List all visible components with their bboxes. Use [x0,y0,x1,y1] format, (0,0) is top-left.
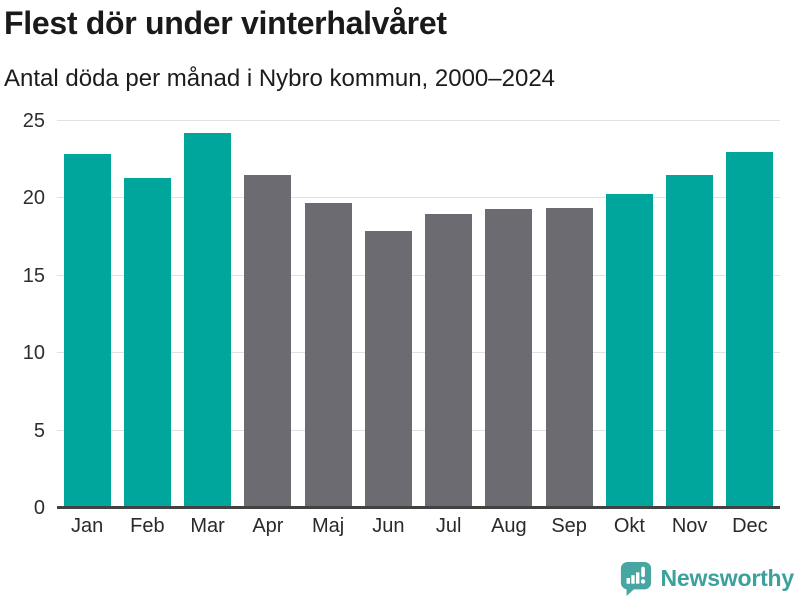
x-tick-label-feb: Feb [130,515,165,537]
y-axis-labels: 0 5 10 15 20 25 [0,111,45,518]
x-axis-line [57,506,780,509]
bar-slot-aug [479,121,539,508]
y-tick-label-10: 10 [22,342,45,365]
bar-slot-feb [117,121,177,508]
plot-area [57,120,780,509]
bar-slot-nov [660,121,720,508]
x-tick-label-nov: Nov [671,515,708,537]
x-tick-label-mar: Mar [190,515,225,537]
bar-feb [123,178,171,508]
bar-series [57,121,780,508]
x-tick-label-aug: Aug [491,515,527,537]
bar-jan [63,153,111,508]
x-axis-labels: Jan Feb Mar Apr Maj Jun Jul Aug Sep Okt Nov Dec [57,515,780,538]
x-tick-label-maj: Maj [312,515,345,537]
bar-slot-dec [720,121,780,508]
bar-slot-jun [358,121,418,508]
bar-slot-okt [599,121,659,508]
bar-mar [184,133,232,508]
x-tick-label-sep: Sep [551,515,587,537]
y-tick-label-20: 20 [22,187,45,210]
gridline-15 [57,274,780,276]
bar-jul [425,213,473,508]
bar-slot-maj [298,121,358,508]
x-tick-label-apr: Apr [252,515,284,537]
bar-slot-jul [419,121,479,508]
gridline-5 [57,429,780,431]
chart-title: Flest dör under vinterhalvåret [4,5,447,41]
gridline-10 [57,352,780,354]
bar-aug [485,209,533,508]
bar-dec [726,151,774,508]
bar-jun [364,230,412,508]
bar-apr [244,175,292,508]
bar-nov [666,175,714,508]
bar-maj [304,203,352,508]
newsworthy-logo: Newsworthy [619,560,794,597]
newsworthy-logo-icon [620,561,651,596]
newsworthy-logo-text: Newsworthy [660,565,795,591]
y-tick-label-15: 15 [22,264,45,287]
chart-subtitle: Antal döda per månad i Nybro kommun, 200… [4,65,556,92]
bar-slot-jan [57,121,117,508]
x-tick-label-jun: Jun [372,515,405,537]
x-tick-label-dec: Dec [732,515,768,537]
bar-okt [605,193,653,508]
x-tick-label-jan: Jan [71,515,104,537]
x-tick-label-jul: Jul [435,515,462,537]
y-tick-label-0: 0 [33,497,45,519]
y-tick-label-5: 5 [33,419,45,442]
y-tick-label-25: 25 [22,110,45,132]
x-tick-label-okt: Okt [613,515,645,537]
bar-slot-sep [539,121,599,508]
gridline-25 [57,120,780,121]
bar-slot-apr [238,121,298,508]
bar-slot-mar [178,121,238,508]
bar-sep [545,207,593,508]
gridline-20 [57,197,780,199]
